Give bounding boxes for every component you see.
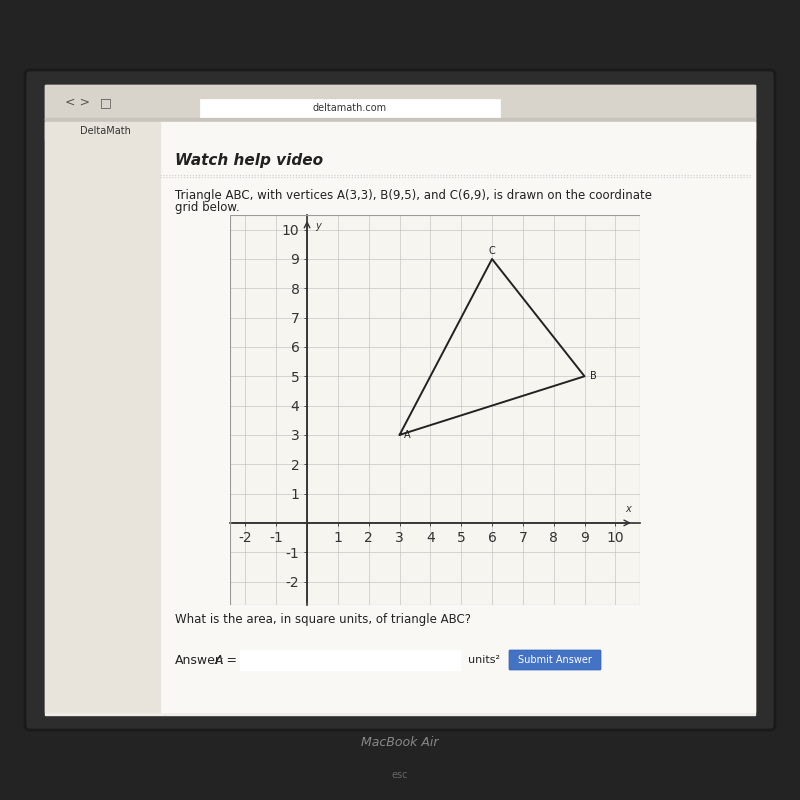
Text: Answer:: Answer:: [175, 654, 225, 666]
Text: deltamath.com: deltamath.com: [313, 103, 387, 113]
Text: Watch help video: Watch help video: [175, 153, 323, 167]
Text: Triangle ABC, with vertices A(3,3), B(9,5), and C(6,9), is drawn on the coordina: Triangle ABC, with vertices A(3,3), B(9,…: [175, 189, 652, 202]
Bar: [200, 99, 500, 117]
Text: B: B: [590, 371, 597, 382]
Bar: [45, 85, 755, 120]
FancyBboxPatch shape: [509, 650, 601, 670]
Text: Submit Answer: Submit Answer: [518, 655, 592, 665]
Bar: [45, 85, 755, 715]
Text: C: C: [489, 246, 495, 256]
Text: x: x: [625, 504, 630, 514]
Text: grid below.: grid below.: [175, 201, 240, 214]
FancyBboxPatch shape: [25, 70, 775, 730]
Bar: [230, 215, 640, 605]
Text: esc: esc: [392, 770, 408, 780]
Bar: [240, 650, 460, 670]
Text: MacBook Air: MacBook Air: [362, 735, 438, 749]
Text: What is the area, in square units, of triangle ABC?: What is the area, in square units, of tr…: [175, 614, 471, 626]
Bar: [45, 122, 160, 712]
Text: units²: units²: [468, 655, 500, 665]
Text: < >: < >: [65, 97, 90, 110]
Bar: [200, 99, 500, 117]
Text: A: A: [404, 430, 410, 440]
Text: y: y: [314, 221, 321, 231]
Bar: [240, 650, 460, 670]
Text: DeltaMath: DeltaMath: [80, 126, 131, 136]
Bar: [45, 118, 755, 140]
Bar: [160, 122, 755, 712]
Text: A =: A =: [215, 654, 238, 666]
Text: □: □: [100, 97, 112, 110]
